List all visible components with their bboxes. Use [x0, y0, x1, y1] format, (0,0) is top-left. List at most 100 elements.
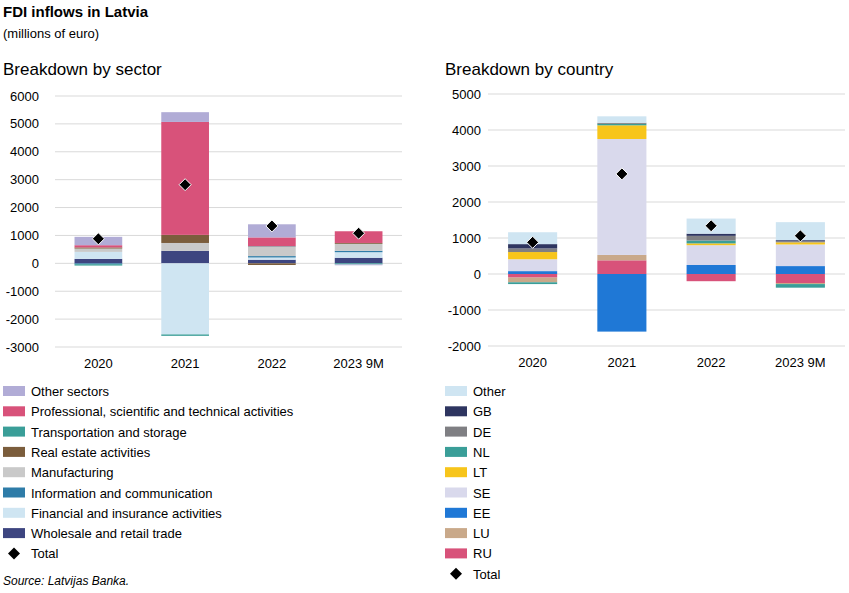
chart: Breakdown by sector-3000-2000-1000010002…	[3, 60, 402, 561]
bar-segment	[597, 260, 646, 274]
y-tick-label: -2000	[448, 339, 481, 354]
bar-segment	[687, 219, 736, 234]
y-tick-label: 0	[32, 256, 39, 271]
legend-label: LT	[473, 465, 487, 480]
legend-swatch	[3, 447, 25, 457]
total-marker	[92, 233, 104, 245]
grid-line	[55, 151, 402, 152]
legend-label: Transportation and storage	[31, 425, 187, 440]
grid-line	[55, 179, 402, 180]
bar-segment	[687, 236, 736, 241]
legend-swatch	[445, 447, 467, 457]
bar-segment	[161, 243, 209, 251]
grid-line	[488, 94, 845, 95]
bar-segment	[597, 255, 646, 260]
y-tick-label: -1000	[448, 303, 481, 318]
bar-segment	[248, 237, 296, 246]
y-tick-label: -3000	[6, 340, 39, 355]
bar-segment	[687, 241, 736, 244]
bar-segment	[508, 252, 557, 259]
legend-label: Real estate activities	[31, 445, 151, 460]
bar-segment	[776, 274, 825, 283]
bar-segment	[776, 242, 825, 244]
legend-label: DE	[473, 425, 491, 440]
legend-label: Professional, scientific and technical a…	[31, 404, 294, 419]
bar-segment	[335, 258, 383, 264]
source: Source: Latvijas Banka.	[3, 574, 129, 588]
bar-segment	[75, 245, 123, 247]
bar-segment	[508, 274, 557, 278]
bar-segment	[161, 263, 209, 334]
bar-segment	[335, 244, 383, 251]
title: FDI inflows in Latvia	[3, 3, 149, 20]
legend-swatch	[445, 488, 467, 498]
bar-segment	[597, 124, 646, 125]
bar-segment	[248, 257, 296, 259]
legend-swatch	[445, 508, 467, 518]
x-tick-label: 2020	[518, 355, 547, 370]
x-tick-label: 2023 9M	[333, 356, 384, 371]
bar-segment	[597, 139, 646, 255]
legend-swatch	[3, 386, 25, 396]
bar-segment	[248, 263, 296, 265]
bar-segment	[597, 274, 646, 332]
y-tick-label: 1000	[452, 231, 481, 246]
bar-segment	[161, 122, 209, 235]
subtitle: (millions of euro)	[3, 26, 99, 41]
grid-line	[55, 347, 402, 348]
bar-segment	[597, 123, 646, 124]
y-tick-label: -1000	[6, 284, 39, 299]
legend-label: Total	[473, 567, 501, 582]
bar-segment	[248, 256, 296, 257]
y-tick-label: 3000	[10, 172, 39, 187]
legend-swatch	[445, 548, 467, 558]
legend-label: NL	[473, 445, 490, 460]
bar-segment	[687, 245, 736, 265]
legend-label: SE	[473, 486, 491, 501]
bar-segment	[248, 247, 296, 256]
bar-segment	[248, 260, 296, 264]
bar-segment	[597, 116, 646, 122]
x-tick-label: 2021	[171, 356, 200, 371]
legend-marker	[8, 547, 20, 559]
legend-swatch	[445, 467, 467, 477]
legend-swatch	[445, 386, 467, 396]
legend-label: Manufacturing	[31, 465, 113, 480]
legend-label: GB	[473, 404, 492, 419]
grid-line	[488, 166, 845, 167]
legend-label: Financial and insurance activities	[31, 506, 222, 521]
grid-line	[488, 346, 845, 347]
y-tick-label: 1000	[10, 228, 39, 243]
y-tick-label: 0	[474, 267, 481, 282]
total-marker	[527, 236, 539, 248]
grid-line	[488, 202, 845, 203]
bar-segment	[161, 334, 209, 335]
bar-segment	[687, 274, 736, 281]
x-tick-label: 2023 9M	[775, 355, 826, 370]
legend-swatch	[3, 467, 25, 477]
bar-segment	[335, 264, 383, 266]
legend-label: Other	[473, 384, 506, 399]
bar-segment	[335, 252, 383, 258]
legend-label: EE	[473, 506, 491, 521]
bar-segment	[161, 235, 209, 243]
legend-label: RU	[473, 546, 492, 561]
y-tick-label: 5000	[10, 116, 39, 131]
figure: FDI inflows in Latvia (millions of euro) S…	[0, 0, 849, 593]
y-tick-label: 2000	[452, 195, 481, 210]
bar-segment	[776, 266, 825, 274]
bar-segment	[687, 243, 736, 245]
bar-segment	[776, 244, 825, 266]
bar-segment	[75, 249, 123, 252]
legend-swatch	[3, 528, 25, 538]
legend-swatch	[445, 406, 467, 416]
marks	[508, 116, 825, 331]
bar-segment	[776, 283, 825, 284]
total-marker	[266, 220, 278, 232]
y-tick-label: -2000	[6, 312, 39, 327]
x-tick-label: 2022	[257, 356, 286, 371]
bar-segment	[335, 251, 383, 252]
grid-line	[55, 96, 402, 97]
total-marker	[705, 220, 717, 232]
grid-line	[55, 291, 402, 292]
